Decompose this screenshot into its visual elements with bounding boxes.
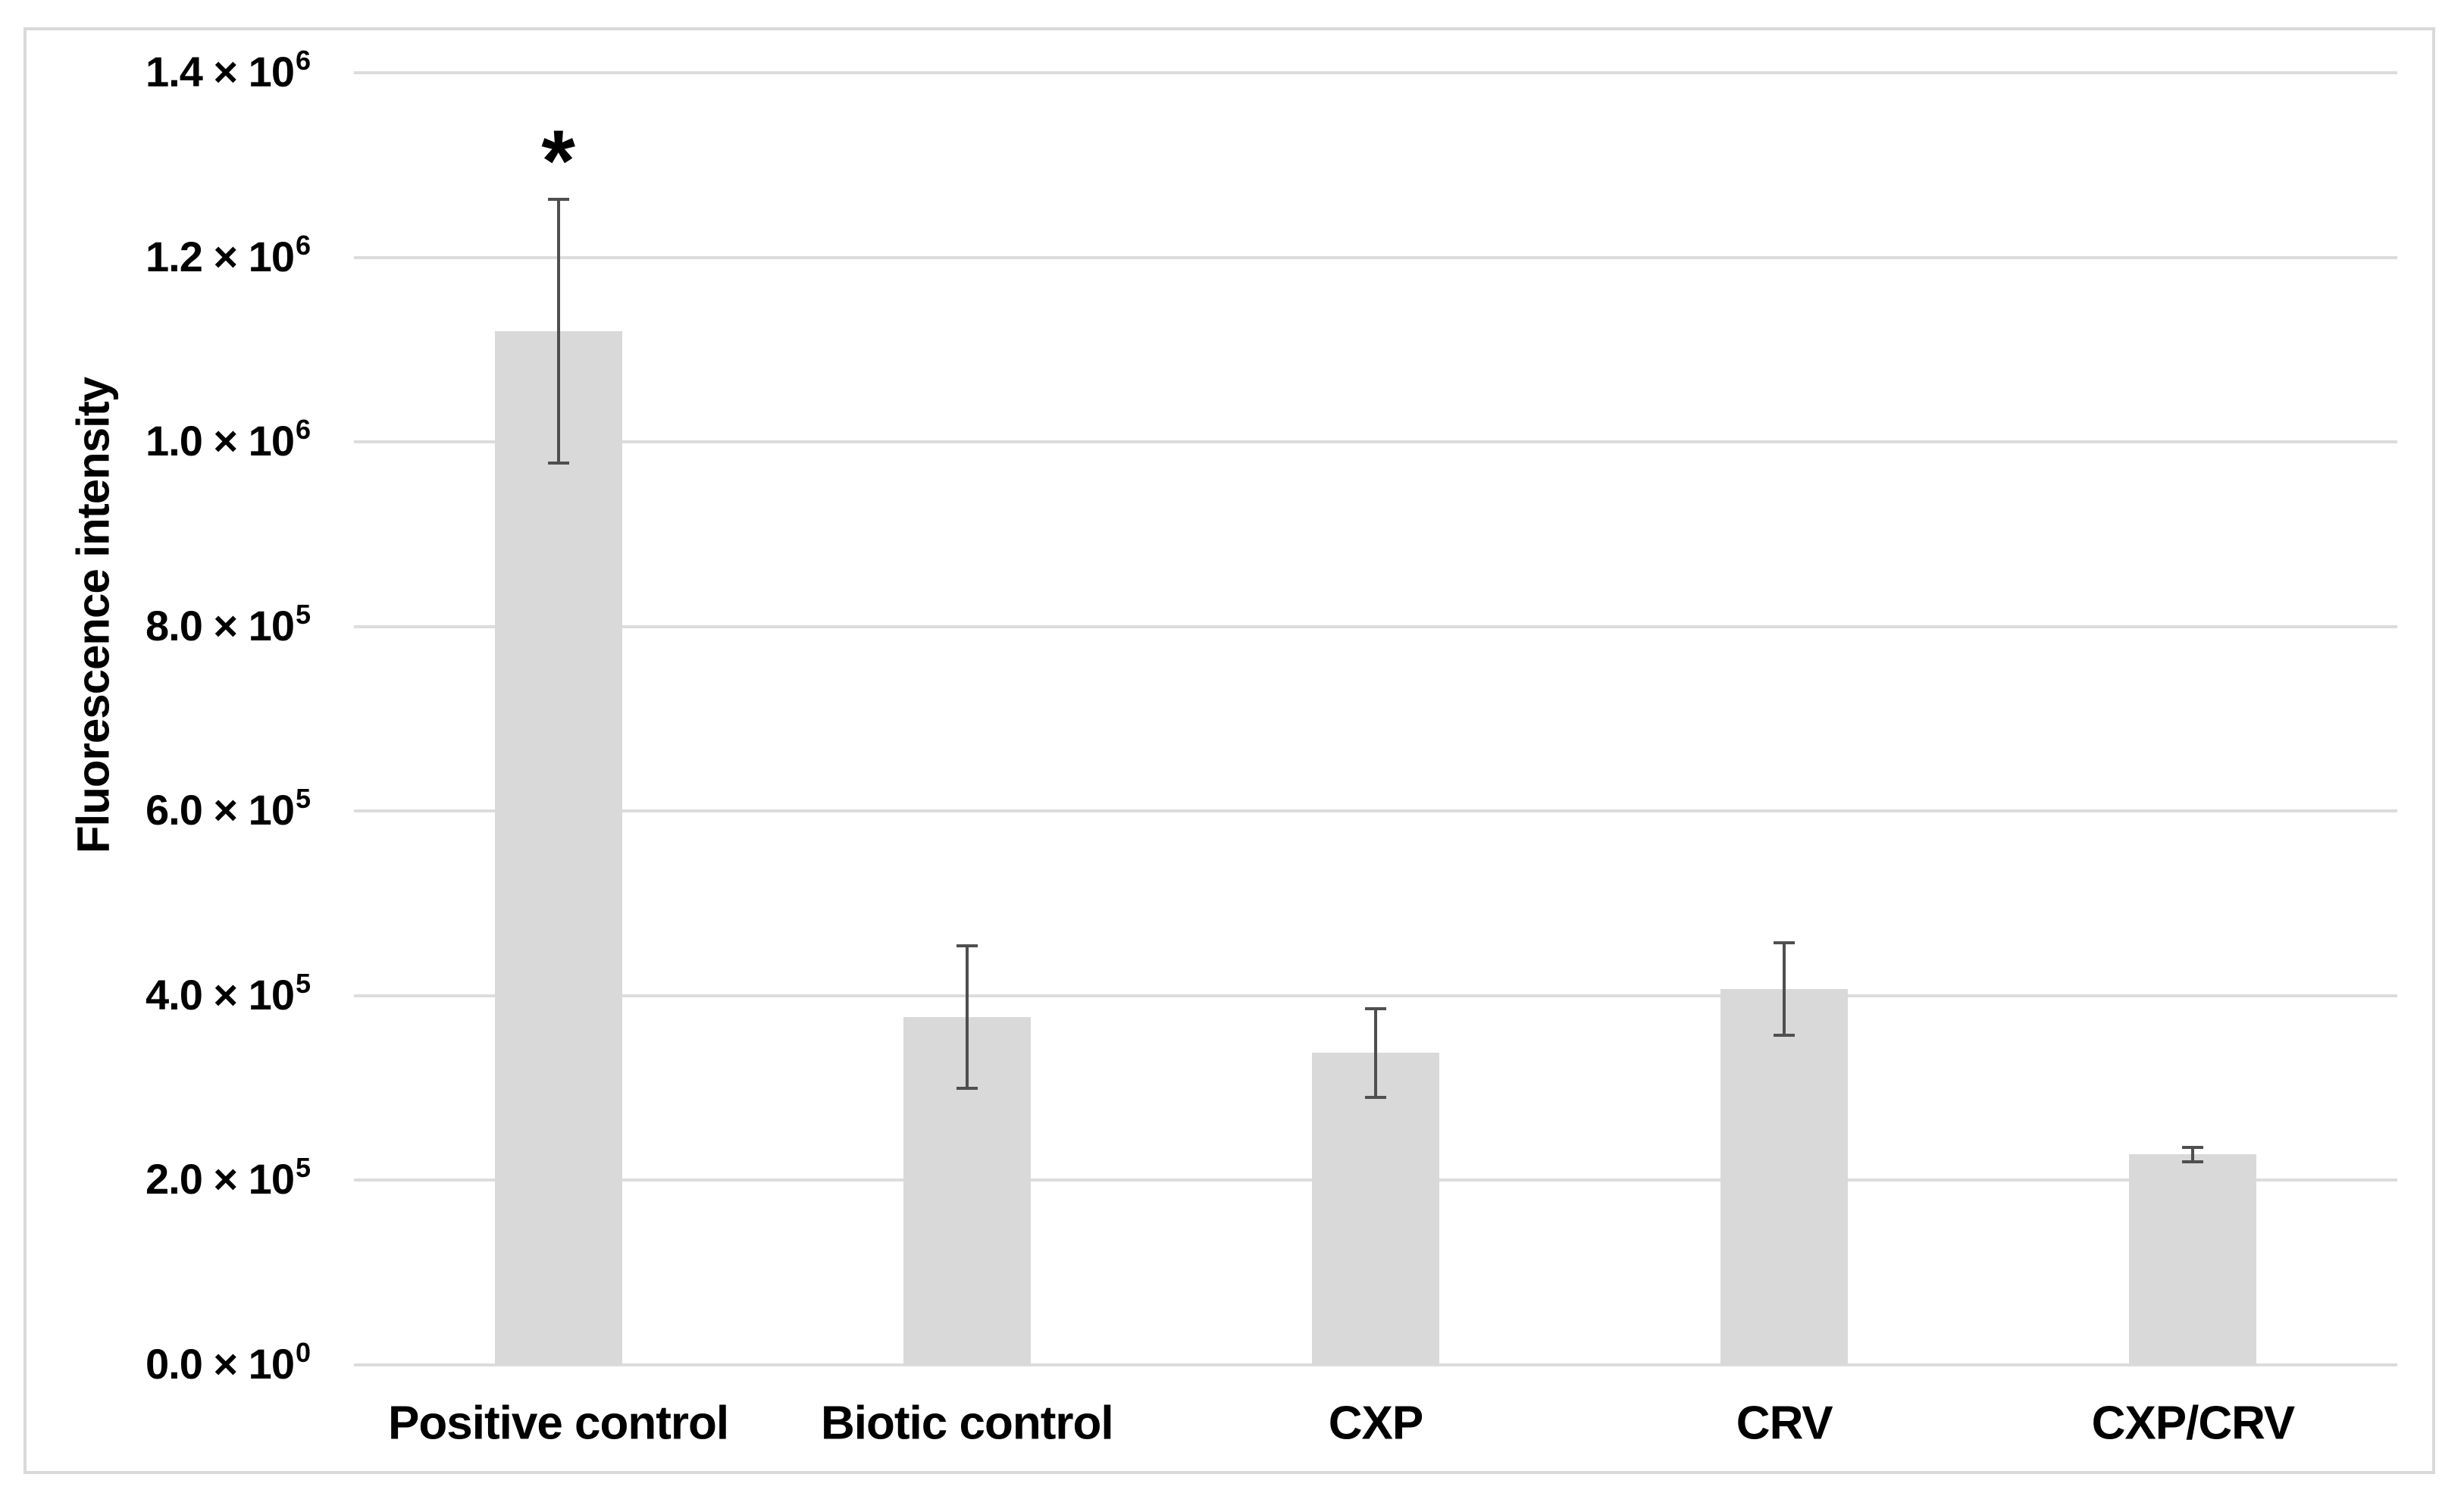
- category-label: CXP: [1328, 1397, 1423, 1450]
- gridline: [354, 255, 2397, 259]
- y-tick-exponent: 0: [295, 1337, 311, 1369]
- category-label: Positive control: [388, 1397, 729, 1450]
- error-bar-cap-top: [1774, 941, 1796, 945]
- error-bar-cap-bottom: [1774, 1034, 1796, 1038]
- significance-asterisk: *: [541, 112, 575, 210]
- gridline: [354, 809, 2397, 813]
- y-tick-label: 1.0 × 106: [146, 414, 311, 465]
- error-bar-cap-bottom: [1365, 1095, 1386, 1099]
- error-bar-cap-top: [2182, 1145, 2204, 1149]
- error-bar-cap-top: [547, 197, 569, 201]
- error-bar-cap-bottom: [2182, 1160, 2204, 1164]
- gridline: [354, 624, 2397, 628]
- y-tick-label: 1.4 × 106: [146, 45, 311, 96]
- category-label: Biotic control: [821, 1397, 1114, 1450]
- y-tick-label: 0.0 × 100: [146, 1337, 311, 1388]
- y-tick-exponent: 6: [295, 414, 311, 446]
- y-tick-label: 4.0 × 105: [146, 968, 311, 1019]
- category-label: CXP/CRV: [2091, 1397, 2295, 1450]
- y-tick-label: 6.0 × 105: [146, 783, 311, 834]
- error-bar-cap-bottom: [956, 1086, 978, 1090]
- error-bar-line: [2191, 1147, 2195, 1163]
- error-bar-line: [1783, 943, 1786, 1036]
- gridline: [354, 1363, 2397, 1366]
- error-bar-cap-top: [1365, 1006, 1386, 1010]
- y-tick-label: 2.0 × 105: [146, 1152, 311, 1203]
- error-bar-line: [556, 199, 560, 464]
- gridline: [354, 994, 2397, 997]
- y-tick-exponent: 5: [295, 783, 311, 815]
- gridline: [354, 71, 2397, 74]
- bar: [494, 331, 622, 1365]
- category-label: CRV: [1736, 1397, 1833, 1450]
- y-tick-exponent: 5: [295, 968, 311, 1000]
- bar: [2129, 1154, 2257, 1365]
- bar: [1312, 1053, 1439, 1365]
- y-tick-exponent: 6: [295, 45, 311, 77]
- y-tick-exponent: 6: [295, 229, 311, 261]
- error-bar-cap-top: [956, 944, 978, 948]
- error-bar-line: [965, 946, 969, 1088]
- bar: [1720, 989, 1849, 1365]
- y-tick-exponent: 5: [295, 598, 311, 630]
- y-tick-label: 1.2 × 106: [146, 229, 311, 280]
- chart-figure: Fluorescence intensity: [23, 27, 2435, 1474]
- error-bar-cap-bottom: [547, 462, 569, 465]
- gridline: [354, 440, 2397, 444]
- error-bar-line: [1374, 1008, 1377, 1097]
- y-tick-label: 8.0 × 105: [146, 598, 311, 649]
- y-tick-exponent: 5: [295, 1152, 311, 1184]
